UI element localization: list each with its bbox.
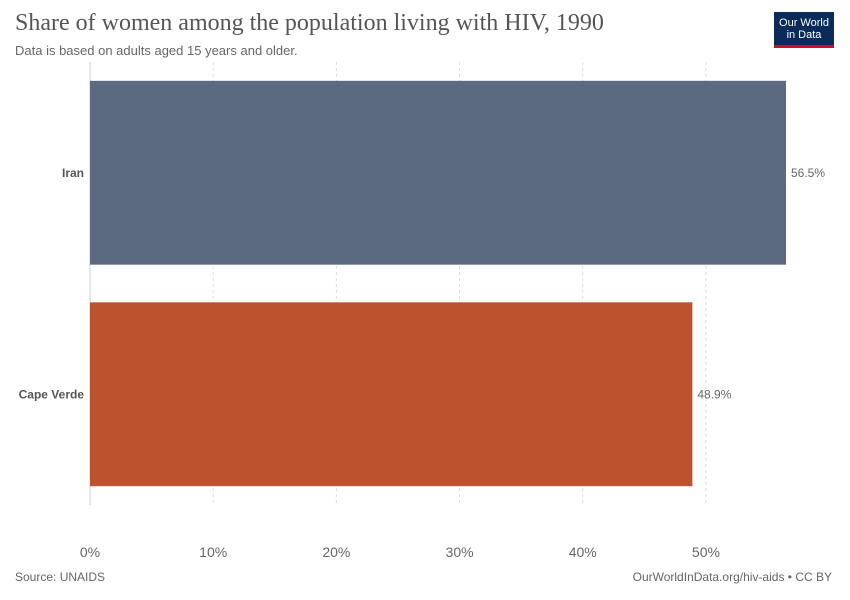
bars: Iran 56.5% Cape Verde 48.9% bbox=[19, 80, 825, 487]
category-label: Cape Verde bbox=[19, 387, 85, 401]
owid-logo[interactable]: Our World in Data bbox=[774, 12, 834, 48]
x-axis-ticks: 0% 10% 20% 30% 40% 50% bbox=[80, 544, 720, 560]
logo-line-1: Our World bbox=[779, 17, 829, 29]
x-tick-label: 30% bbox=[446, 544, 474, 560]
source-note: Source: UNAIDS bbox=[15, 570, 106, 584]
credit-link[interactable]: OurWorldInData.org/hiv-aids • CC BY bbox=[632, 570, 832, 584]
data-label: 56.5% bbox=[791, 166, 825, 180]
chart-subtitle: Data is based on adults aged 15 years an… bbox=[15, 43, 298, 58]
x-tick-label: 0% bbox=[80, 544, 100, 560]
bar bbox=[90, 80, 786, 265]
bar bbox=[90, 302, 693, 487]
category-label: Iran bbox=[62, 166, 84, 180]
logo-line-2: in Data bbox=[786, 29, 822, 41]
chart-title: Share of women among the population livi… bbox=[15, 10, 604, 36]
x-tick-label: 10% bbox=[199, 544, 227, 560]
x-tick-label: 40% bbox=[569, 544, 597, 560]
data-label: 48.9% bbox=[697, 387, 731, 401]
x-tick-label: 50% bbox=[692, 544, 720, 560]
x-tick-label: 20% bbox=[322, 544, 350, 560]
